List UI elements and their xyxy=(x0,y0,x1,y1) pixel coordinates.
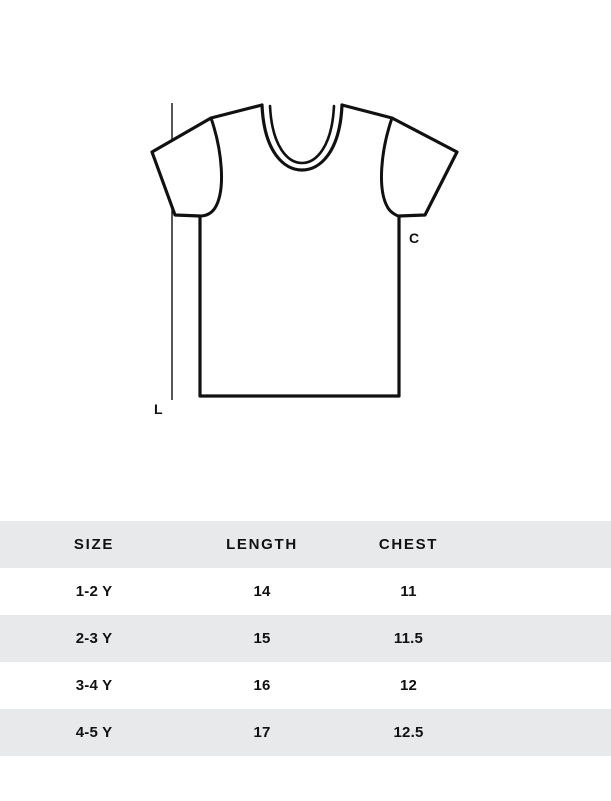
right-armhole-seam xyxy=(379,116,401,218)
column-header-spacer xyxy=(481,521,611,568)
tshirt-illustration xyxy=(150,103,459,400)
cell-spacer xyxy=(481,709,611,756)
cell-chest: 12.5 xyxy=(393,724,424,741)
cell-length: 16 xyxy=(253,677,271,694)
table-body: 1-2 Y 14 11 2-3 Y 15 11.5 3-4 Y 16 12 4-… xyxy=(0,568,611,756)
cell-spacer xyxy=(481,615,611,662)
table-header-row: SIZE LENGTH CHEST xyxy=(0,521,611,568)
left-armhole-seam xyxy=(198,116,224,218)
cell-spacer xyxy=(481,662,611,709)
neckline-inner xyxy=(268,104,336,165)
table-row: 2-3 Y 15 11.5 xyxy=(0,615,611,662)
chest-label: C xyxy=(409,230,420,246)
cell-chest: 11 xyxy=(400,583,417,600)
cell-spacer xyxy=(481,568,611,615)
column-header-chest: CHEST xyxy=(378,536,439,553)
neckline-outer xyxy=(260,103,344,172)
column-header-length: LENGTH xyxy=(226,536,298,553)
column-header-size: SIZE xyxy=(73,536,115,553)
cell-length: 15 xyxy=(253,630,271,647)
cell-size: 1-2 Y xyxy=(75,583,113,600)
cell-length: 14 xyxy=(253,583,271,600)
cell-size: 2-3 Y xyxy=(75,630,113,647)
cell-chest: 12 xyxy=(399,677,418,694)
length-label: L xyxy=(154,401,163,417)
size-chart-table: SIZE LENGTH CHEST 1-2 Y 14 11 2-3 Y 15 1… xyxy=(0,521,611,756)
cell-length: 17 xyxy=(253,724,271,741)
cell-chest: 11.5 xyxy=(393,630,424,647)
table-header: SIZE LENGTH CHEST xyxy=(0,521,611,568)
size-chart-diagram: L C xyxy=(150,103,459,417)
cell-size: 4-5 Y xyxy=(75,724,113,741)
table-row: 1-2 Y 14 11 xyxy=(0,568,611,615)
table-row: 3-4 Y 16 12 xyxy=(0,662,611,709)
cell-size: 3-4 Y xyxy=(75,677,113,694)
table-row: 4-5 Y 17 12.5 xyxy=(0,709,611,756)
